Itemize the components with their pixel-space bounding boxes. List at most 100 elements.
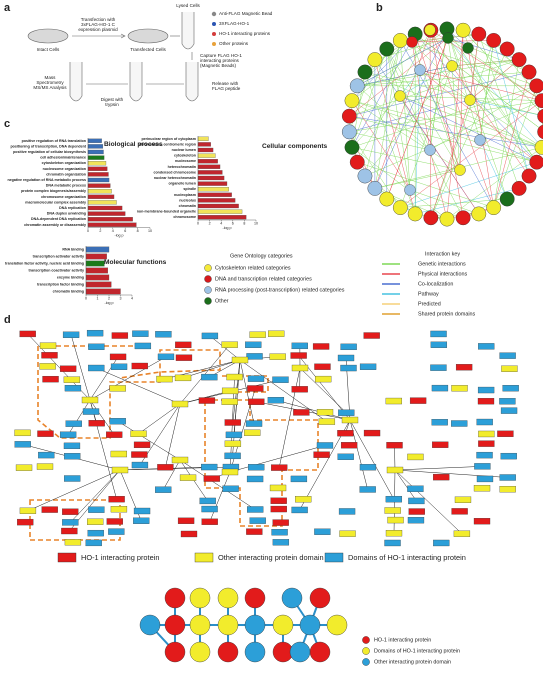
- network-edge: [239, 359, 328, 422]
- network-node: [221, 341, 238, 348]
- category-label: condensed chromosome: [153, 170, 196, 174]
- network-node: [175, 354, 193, 361]
- network-node: [423, 210, 439, 226]
- network-edge: [447, 37, 543, 148]
- network-edge: [351, 28, 448, 101]
- network-node: [134, 342, 152, 350]
- network-node: [312, 343, 330, 350]
- category-label: chromatin assembly or disassembly: [24, 223, 86, 227]
- step-label: Intact Cells: [37, 47, 60, 52]
- network-edge: [467, 47, 494, 208]
- bar: [197, 170, 223, 175]
- network-node: [17, 518, 34, 526]
- network-node: [338, 409, 355, 416]
- network-edge: [275, 399, 351, 421]
- category-label: transcription activator activity: [33, 254, 84, 258]
- network-node: [164, 641, 186, 663]
- network-node: [337, 354, 355, 362]
- bar: [87, 211, 126, 216]
- network-edge: [493, 59, 520, 208]
- network-node: [88, 420, 105, 427]
- step-label: Mass: [45, 75, 57, 80]
- bar: [197, 153, 216, 158]
- legend-swatch: [204, 275, 212, 283]
- network-node: [499, 474, 516, 481]
- category-label: perinuclear region of cytoplasm: [141, 137, 196, 141]
- step-label: 3xFLAG-HO-1 C: [81, 22, 116, 27]
- network-node: [175, 341, 192, 349]
- legend-label: HO-1 interacting protein: [374, 637, 431, 643]
- network-node: [290, 352, 307, 359]
- network-edge: [446, 30, 464, 220]
- network-hub: [81, 396, 99, 404]
- bar: [197, 215, 247, 220]
- network-edge: [138, 403, 181, 435]
- category-label: chromosome organization: [41, 195, 86, 199]
- network-edge: [70, 469, 121, 523]
- network-edge: [451, 65, 530, 177]
- network-node: [446, 60, 458, 72]
- network-edge: [89, 399, 115, 435]
- network-edge: [239, 359, 255, 424]
- network-node: [131, 461, 149, 469]
- network-edge: [399, 65, 453, 97]
- network-node: [85, 539, 102, 547]
- network-node: [39, 342, 57, 349]
- x-tick-label: 2: [99, 229, 101, 233]
- network-node: [432, 441, 449, 448]
- network-node: [272, 376, 289, 383]
- category-label: DNA-dependent DNA replication: [31, 217, 86, 221]
- network-node: [179, 474, 197, 481]
- bar: [85, 274, 110, 281]
- network-node: [61, 527, 78, 535]
- category-label: cell adhesion/maintenance: [40, 156, 86, 160]
- network-node: [221, 398, 238, 405]
- network-hub: [231, 356, 249, 364]
- network-edge: [430, 48, 508, 218]
- network-node: [217, 614, 239, 636]
- network-edge: [209, 471, 231, 522]
- network-node: [268, 330, 285, 337]
- network-node: [529, 154, 543, 170]
- network-node: [245, 420, 263, 427]
- category-label: nuclear heterochromatin: [154, 176, 196, 180]
- network-node: [451, 420, 468, 427]
- network-edge: [364, 71, 543, 116]
- network-edge: [419, 69, 537, 163]
- network-node: [86, 329, 104, 337]
- network-node: [293, 409, 310, 416]
- network-node: [131, 362, 148, 370]
- network-node: [267, 397, 285, 404]
- network-node: [271, 464, 288, 471]
- network-node: [199, 497, 216, 505]
- network-node: [36, 463, 54, 470]
- network-node: [314, 363, 331, 370]
- network-node: [189, 641, 211, 663]
- network-node: [338, 508, 356, 515]
- network-node: [454, 164, 466, 176]
- network-edge: [414, 34, 461, 171]
- network-node: [299, 614, 321, 636]
- category-label: macromolecular complex assembly: [25, 200, 86, 204]
- network-node: [88, 343, 105, 350]
- network-node: [201, 332, 219, 340]
- network-node: [174, 374, 192, 382]
- network-node: [155, 486, 172, 493]
- network-edge: [117, 420, 181, 461]
- network-edge: [459, 30, 464, 171]
- network-edge: [96, 367, 181, 405]
- network-node: [499, 398, 516, 405]
- category-label: nucleolus: [179, 198, 196, 202]
- network-edge: [89, 356, 119, 401]
- legend-label: Cytoskeleton related categories: [215, 265, 291, 271]
- network-edge: [493, 40, 530, 177]
- network-edge: [469, 99, 543, 148]
- network-node: [386, 442, 403, 449]
- category-label: heterochromatin: [168, 165, 196, 169]
- network-edge: [386, 48, 431, 151]
- network-node: [157, 464, 174, 471]
- bar: [197, 142, 211, 147]
- network-edge: [400, 40, 411, 191]
- network-node: [367, 180, 383, 196]
